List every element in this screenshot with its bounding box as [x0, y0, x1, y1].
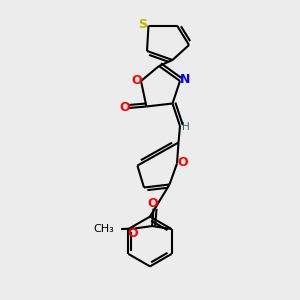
Text: O: O — [177, 156, 188, 169]
Text: O: O — [148, 197, 158, 210]
Text: H: H — [182, 122, 189, 133]
Text: O: O — [119, 101, 130, 114]
Text: N: N — [180, 73, 190, 86]
Text: S: S — [138, 17, 147, 31]
Text: CH₃: CH₃ — [93, 224, 114, 234]
Text: O: O — [131, 74, 142, 87]
Text: O: O — [128, 227, 139, 240]
